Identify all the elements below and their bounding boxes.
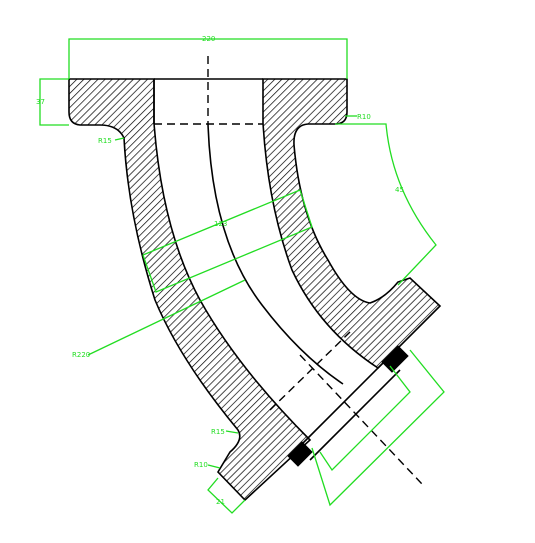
inner-wall-section — [262, 78, 442, 370]
label-r15-top: R15 — [98, 137, 112, 145]
label-flange-thickness: 37 — [36, 98, 45, 106]
dim-angle-arc — [335, 123, 437, 286]
bottom-opening-edge-1 — [297, 355, 391, 449]
dim-r10-bottom-leader — [207, 464, 221, 469]
outer-wall-section — [68, 78, 312, 502]
label-bottom-thickness: 21 — [216, 498, 225, 506]
label-radius-bend: R220 — [72, 351, 90, 359]
label-r10-bottom: R10 — [194, 461, 208, 469]
label-angle: 45 — [395, 186, 404, 194]
dim-bottom-flange-outer — [311, 349, 445, 507]
dim-radius-leader — [87, 279, 246, 356]
gasket-lower — [287, 441, 313, 467]
dim-top-width — [68, 38, 348, 79]
label-top-width: 220 — [202, 35, 215, 43]
bottom-flange-line — [269, 331, 351, 411]
dim-r15-top-leader — [114, 137, 125, 141]
dim-bottom-flange-inner — [319, 365, 411, 472]
bend-centerline-arc — [207, 123, 344, 385]
dim-r15-bottom-leader — [225, 430, 239, 434]
label-r10-top: R10 — [357, 113, 371, 121]
dim-bottom-thickness — [207, 477, 246, 514]
dim-bore — [142, 189, 313, 293]
diagonal-centerline — [299, 354, 423, 485]
label-bore: 123 — [214, 220, 227, 228]
dim-flange-thickness — [39, 78, 69, 126]
gasket-upper — [381, 345, 409, 373]
label-r15-bottom: R15 — [211, 428, 225, 436]
bottom-opening-edge-2 — [309, 369, 401, 461]
